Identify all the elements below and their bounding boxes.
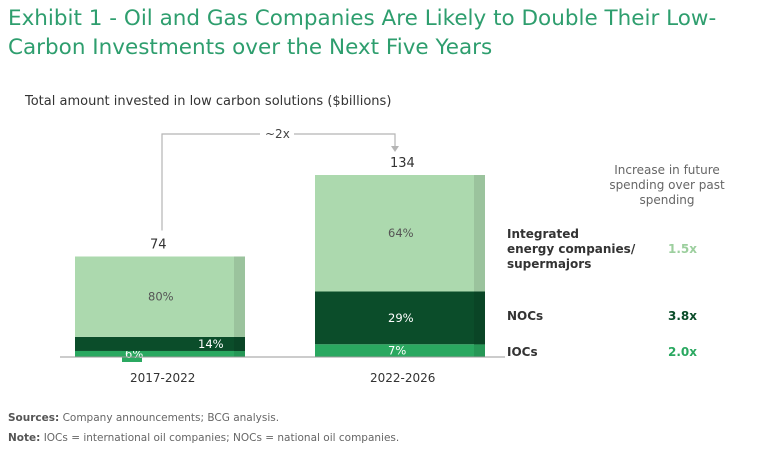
chart-title: Exhibit 1 - Oil and Gas Companies Are Li… xyxy=(8,6,717,60)
sources-text: Company announcements; BCG analysis. xyxy=(62,412,280,424)
sources-label: Sources: xyxy=(8,412,60,424)
bar-segment xyxy=(75,350,245,357)
data-label: 80% xyxy=(148,290,174,304)
sources-note: Sources: Company announcements; BCG anal… xyxy=(8,412,279,424)
data-label: 29% xyxy=(388,311,414,325)
bar-segment-side xyxy=(234,256,245,337)
bar-segment xyxy=(315,175,485,292)
series-label: supermajors xyxy=(507,257,591,271)
bar-segment-side xyxy=(474,344,485,357)
growth-multiplier: 3.8x xyxy=(668,309,697,323)
bar-segment xyxy=(315,291,485,345)
bar-segment xyxy=(75,256,245,337)
bar-segment xyxy=(315,344,485,357)
total-label: 134 xyxy=(390,156,415,171)
note-label: Note: xyxy=(8,432,41,444)
data-label: 7% xyxy=(388,344,406,358)
series-label: Integrated xyxy=(507,227,579,241)
definitions-note: Note: IOCs = international oil companies… xyxy=(8,432,399,444)
right-column-header: Increase in future xyxy=(614,163,720,177)
x-tick-label: 2017-2022 xyxy=(130,371,195,385)
right-column-header: spending over past xyxy=(609,178,725,192)
bar-segment xyxy=(75,336,245,351)
total-label: 74 xyxy=(150,237,167,252)
x-tick-label: 2022-2026 xyxy=(370,371,435,385)
comparison-bracket xyxy=(294,133,396,148)
series-label: energy companies/ xyxy=(507,242,636,256)
bar-segment-side xyxy=(474,175,485,292)
bar-segment-side xyxy=(474,291,485,345)
growth-multiplier: 2.0x xyxy=(668,345,697,359)
data-label: 64% xyxy=(388,226,414,240)
series-label: IOCs xyxy=(507,345,538,359)
growth-multiplier: 1.5x xyxy=(668,242,697,256)
comparison-bracket xyxy=(161,133,260,231)
right-column-header: spending xyxy=(639,193,694,207)
arrow-head-icon xyxy=(391,146,399,152)
data-label: 14% xyxy=(198,337,224,351)
chart-subtitle: Total amount invested in low carbon solu… xyxy=(25,94,392,109)
multiplier-label: ~2x xyxy=(265,127,290,141)
bar-segment-side xyxy=(234,336,245,351)
bar-segment-side xyxy=(234,350,245,357)
note-text: IOCs = international oil companies; NOCs… xyxy=(43,432,400,444)
series-label: NOCs xyxy=(507,309,543,323)
